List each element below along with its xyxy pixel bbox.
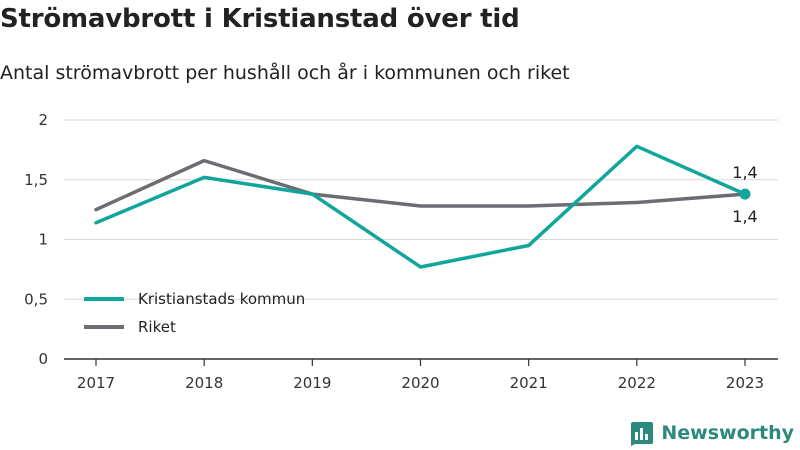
data-labels: 1,4 1,4 bbox=[732, 163, 757, 226]
x-tick-label: 2019 bbox=[293, 374, 331, 392]
legend-label: Kristianstads kommun bbox=[138, 290, 305, 308]
x-tick-label: 2020 bbox=[401, 374, 439, 392]
data-label: 1,4 bbox=[732, 207, 757, 226]
y-tick-label: 2 bbox=[38, 111, 48, 129]
legend-label: Riket bbox=[138, 318, 176, 336]
x-tick-label: 2017 bbox=[77, 374, 115, 392]
series-lines bbox=[94, 144, 751, 269]
newsworthy-logo-icon bbox=[631, 422, 654, 446]
chart-title: Strömavbrott i Kristianstad över tid bbox=[0, 4, 520, 34]
x-tick-label: 2022 bbox=[618, 374, 656, 392]
series-line-riket bbox=[94, 158, 747, 212]
y-axis: 0 0,5 1 1,5 2 bbox=[24, 111, 48, 368]
brand-name: Newsworthy bbox=[661, 422, 794, 444]
legend: Kristianstads kommun Riket bbox=[84, 290, 305, 336]
y-tick-label: 0 bbox=[38, 350, 48, 368]
y-tick-label: 1,5 bbox=[24, 171, 48, 189]
x-tick-label: 2023 bbox=[726, 374, 764, 392]
endpoint-marker bbox=[739, 188, 751, 200]
chart-subtitle: Antal strömavbrott per hushåll och år i … bbox=[0, 62, 570, 84]
x-tick-label: 2021 bbox=[510, 374, 548, 392]
data-label: 1,4 bbox=[732, 163, 757, 182]
y-tick-label: 1 bbox=[38, 231, 48, 249]
x-axis: 2017 2018 2019 2020 2021 2022 2023 bbox=[77, 359, 764, 392]
x-tick-label: 2018 bbox=[185, 374, 223, 392]
series-line-kristianstad bbox=[94, 144, 747, 269]
y-tick-label: 0,5 bbox=[24, 290, 48, 308]
newsworthy-brand: Newsworthy bbox=[629, 420, 794, 446]
